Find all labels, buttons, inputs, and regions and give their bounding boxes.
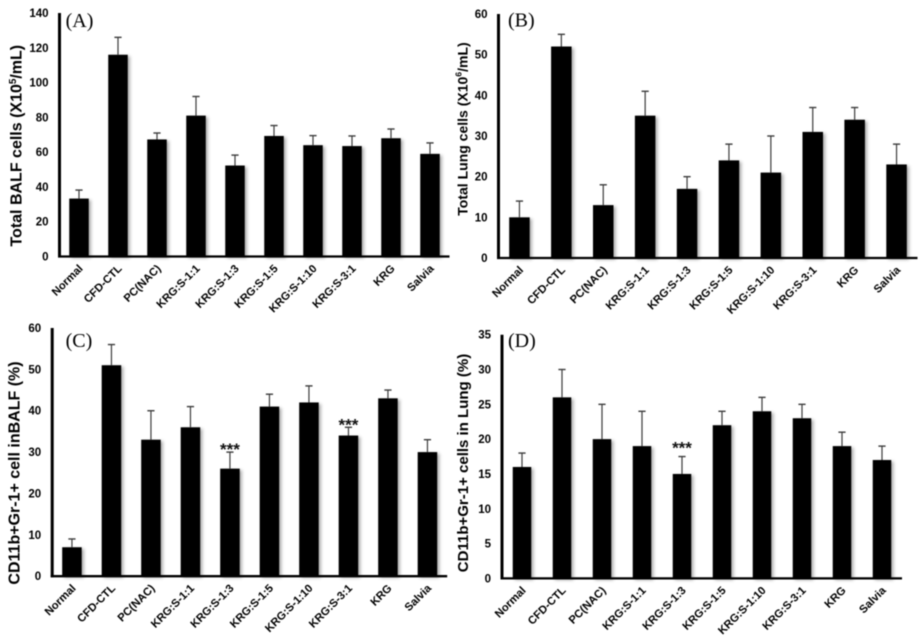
- svg-text:10: 10: [478, 504, 491, 516]
- svg-text:0: 0: [481, 253, 487, 265]
- svg-text:Total BALF cells (X105/mL): Total BALF cells (X105/mL): [7, 45, 25, 247]
- svg-text:10: 10: [475, 212, 488, 224]
- svg-text:30: 30: [475, 131, 488, 143]
- svg-text:50: 50: [475, 50, 488, 62]
- svg-text:(D): (D): [508, 330, 536, 352]
- svg-text:20: 20: [478, 434, 491, 446]
- svg-text:***: ***: [220, 440, 240, 459]
- svg-text:0: 0: [42, 252, 48, 264]
- svg-text:120: 120: [29, 43, 48, 55]
- svg-text:***: ***: [339, 415, 359, 434]
- svg-text:30: 30: [478, 365, 491, 377]
- svg-text:20: 20: [475, 172, 488, 184]
- svg-text:140: 140: [29, 8, 48, 20]
- svg-text:60: 60: [475, 9, 488, 21]
- svg-text:40: 40: [475, 90, 488, 102]
- svg-text:10: 10: [28, 530, 41, 542]
- svg-text:25: 25: [478, 399, 491, 411]
- svg-text:40: 40: [28, 406, 41, 418]
- svg-text:15: 15: [478, 469, 491, 481]
- svg-text:20: 20: [28, 489, 41, 501]
- svg-text:50: 50: [28, 364, 41, 376]
- svg-text:5: 5: [485, 539, 492, 551]
- svg-text:(B): (B): [508, 10, 535, 32]
- svg-text:0: 0: [35, 571, 41, 583]
- svg-text:20: 20: [36, 217, 49, 229]
- svg-text:30: 30: [28, 447, 41, 459]
- svg-text:Total Lung cells (X106/mL): Total Lung cells (X106/mL): [454, 42, 471, 215]
- svg-text:***: ***: [672, 439, 692, 458]
- svg-text:CD11b+Gr-1+ cell inBALF (%): CD11b+Gr-1+ cell inBALF (%): [7, 361, 24, 584]
- svg-text:0: 0: [485, 573, 491, 585]
- svg-text:(A): (A): [66, 10, 94, 32]
- svg-text:40: 40: [36, 182, 49, 194]
- svg-text:(C): (C): [66, 330, 93, 352]
- svg-text:100: 100: [29, 78, 48, 90]
- svg-text:60: 60: [36, 147, 49, 159]
- svg-text:35: 35: [478, 330, 491, 342]
- svg-text:80: 80: [36, 112, 49, 124]
- svg-text:60: 60: [28, 323, 41, 335]
- svg-text:CD11b+Gr-1+ cells in Lung (%): CD11b+Gr-1+ cells in Lung (%): [455, 354, 472, 572]
